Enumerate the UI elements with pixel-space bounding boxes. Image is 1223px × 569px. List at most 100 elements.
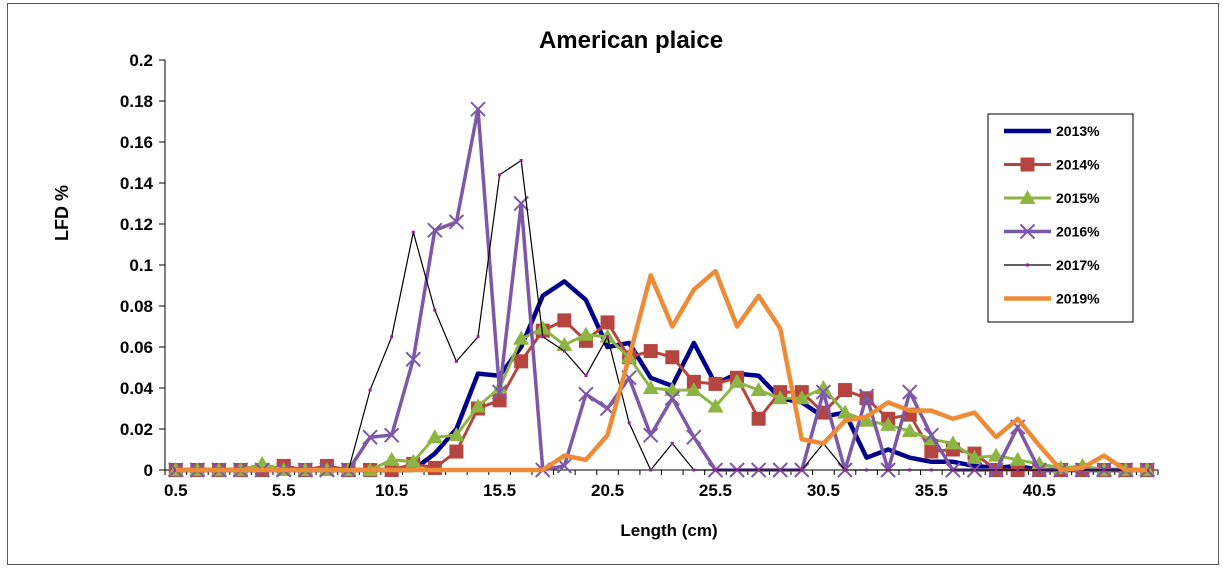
data-point bbox=[541, 335, 545, 339]
data-point bbox=[1009, 451, 1026, 466]
chart-title: American plaice bbox=[539, 27, 723, 54]
data-point bbox=[433, 308, 437, 312]
data-point bbox=[664, 382, 681, 397]
data-point bbox=[858, 412, 875, 427]
data-point bbox=[513, 330, 530, 345]
data-point bbox=[368, 388, 372, 392]
data-point bbox=[923, 427, 940, 443]
data-point bbox=[448, 427, 465, 442]
legend-entry: 2017% bbox=[1004, 257, 1100, 273]
x-tick-label: 0.5 bbox=[164, 481, 188, 500]
data-point bbox=[498, 173, 502, 177]
data-point bbox=[880, 416, 897, 431]
data-point bbox=[902, 384, 918, 400]
data-point bbox=[627, 421, 631, 425]
y-tick-label: 0.02 bbox=[120, 420, 153, 439]
data-point bbox=[735, 468, 739, 472]
data-point bbox=[390, 335, 394, 339]
data-point bbox=[1145, 468, 1149, 472]
x-tick-label: 15.5 bbox=[483, 481, 516, 500]
y-axis-label: LFD % bbox=[52, 185, 72, 241]
data-point bbox=[713, 468, 717, 472]
data-point bbox=[685, 382, 702, 397]
series-2019% bbox=[175, 268, 1148, 473]
y-tick-label: 0.2 bbox=[129, 51, 153, 70]
legend-label: 2013% bbox=[1056, 123, 1100, 139]
legend-marker bbox=[1026, 263, 1029, 267]
data-point bbox=[665, 350, 680, 365]
data-point bbox=[901, 423, 918, 438]
data-point bbox=[405, 351, 421, 368]
x-tick-label: 30.5 bbox=[807, 481, 840, 500]
data-point bbox=[174, 468, 178, 472]
data-point bbox=[692, 468, 696, 472]
data-point bbox=[642, 427, 659, 443]
y-tick-label: 0.12 bbox=[120, 215, 153, 234]
data-point bbox=[470, 101, 486, 117]
legend-entry: 2015% bbox=[1004, 190, 1100, 206]
series-line bbox=[175, 327, 1148, 472]
data-point bbox=[778, 468, 782, 472]
data-point bbox=[800, 468, 804, 472]
data-point bbox=[1037, 468, 1041, 472]
data-point bbox=[642, 380, 659, 394]
x-tick-label: 10.5 bbox=[375, 481, 408, 500]
legend-marker bbox=[1020, 157, 1035, 172]
data-point bbox=[815, 380, 832, 394]
legend-label: 2019% bbox=[1056, 291, 1100, 307]
y-tick-label: 0.18 bbox=[120, 92, 153, 111]
data-point bbox=[427, 222, 443, 238]
data-point bbox=[843, 468, 847, 472]
data-point bbox=[449, 444, 464, 459]
data-point bbox=[557, 313, 572, 328]
y-tick-label: 0.04 bbox=[120, 379, 154, 398]
legend-entry: 2019% bbox=[1004, 291, 1100, 307]
series-line bbox=[175, 268, 1148, 473]
x-tick-label: 35.5 bbox=[915, 481, 948, 500]
x-tick-label: 40.5 bbox=[1023, 481, 1056, 500]
data-point bbox=[534, 320, 551, 335]
data-point bbox=[448, 214, 465, 230]
data-point bbox=[562, 349, 566, 353]
y-tick-label: 0.08 bbox=[120, 297, 153, 316]
data-point bbox=[470, 398, 487, 413]
data-point bbox=[729, 373, 746, 388]
data-point bbox=[973, 468, 977, 472]
data-point bbox=[649, 468, 653, 472]
data-point bbox=[411, 230, 415, 234]
data-point bbox=[584, 374, 588, 378]
legend-marker bbox=[1019, 190, 1036, 204]
data-point bbox=[405, 453, 422, 468]
x-tick-label: 20.5 bbox=[591, 481, 624, 500]
data-point bbox=[426, 429, 443, 444]
legend-label: 2015% bbox=[1056, 190, 1100, 206]
data-point bbox=[836, 404, 853, 419]
chart-frame: American plaice LFD % Length (cm) 0 0.02 0… bbox=[7, 3, 1219, 565]
data-point bbox=[383, 451, 400, 466]
data-point bbox=[751, 411, 766, 426]
data-point bbox=[686, 374, 701, 389]
y-tick-label: 0.16 bbox=[120, 133, 153, 152]
data-point bbox=[815, 384, 832, 400]
data-point bbox=[606, 335, 610, 339]
data-point bbox=[454, 359, 458, 363]
x-tick-label: 25.5 bbox=[699, 481, 732, 500]
data-point bbox=[686, 429, 702, 445]
data-point bbox=[362, 429, 378, 445]
series-2015% bbox=[167, 320, 1156, 476]
plot-area bbox=[167, 101, 1156, 478]
data-point bbox=[966, 449, 983, 464]
data-point bbox=[519, 158, 523, 162]
data-point bbox=[994, 468, 998, 472]
data-point bbox=[476, 335, 480, 339]
data-point bbox=[924, 444, 939, 459]
data-point bbox=[492, 393, 507, 408]
data-point bbox=[708, 376, 723, 391]
legend-box bbox=[987, 113, 1134, 323]
data-point bbox=[600, 315, 615, 330]
data-point bbox=[578, 386, 594, 402]
data-point bbox=[886, 468, 890, 472]
legend-label: 2014% bbox=[1056, 157, 1100, 173]
lfd-chart: American plaice LFD % Length (cm) 00.020… bbox=[52, 27, 1159, 540]
data-point bbox=[1016, 468, 1020, 472]
